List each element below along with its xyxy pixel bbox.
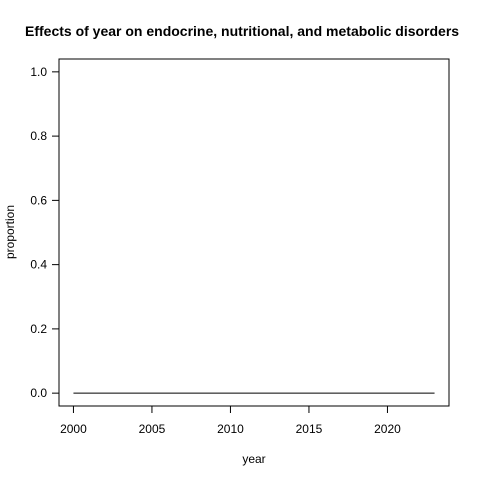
x-tick-label: 2015: [296, 422, 323, 436]
x-tick-label: 2000: [60, 422, 87, 436]
y-tick-label: 0.2: [30, 322, 47, 336]
y-axis-label: proportion: [3, 205, 17, 259]
x-tick-label: 2005: [139, 422, 166, 436]
chart-title: Effects of year on endocrine, nutritiona…: [25, 23, 460, 39]
y-tick-label: 0.8: [30, 129, 47, 143]
y-tick-label: 0.4: [30, 258, 47, 272]
y-tick-label: 0.6: [30, 193, 47, 207]
x-tick-label: 2010: [217, 422, 244, 436]
y-tick-label: 0.0: [30, 386, 47, 400]
y-tick-label: 1.0: [30, 65, 47, 79]
plot-frame: [58, 58, 450, 407]
x-axis-label: year: [242, 452, 265, 466]
x-tick-label: 2020: [374, 422, 401, 436]
